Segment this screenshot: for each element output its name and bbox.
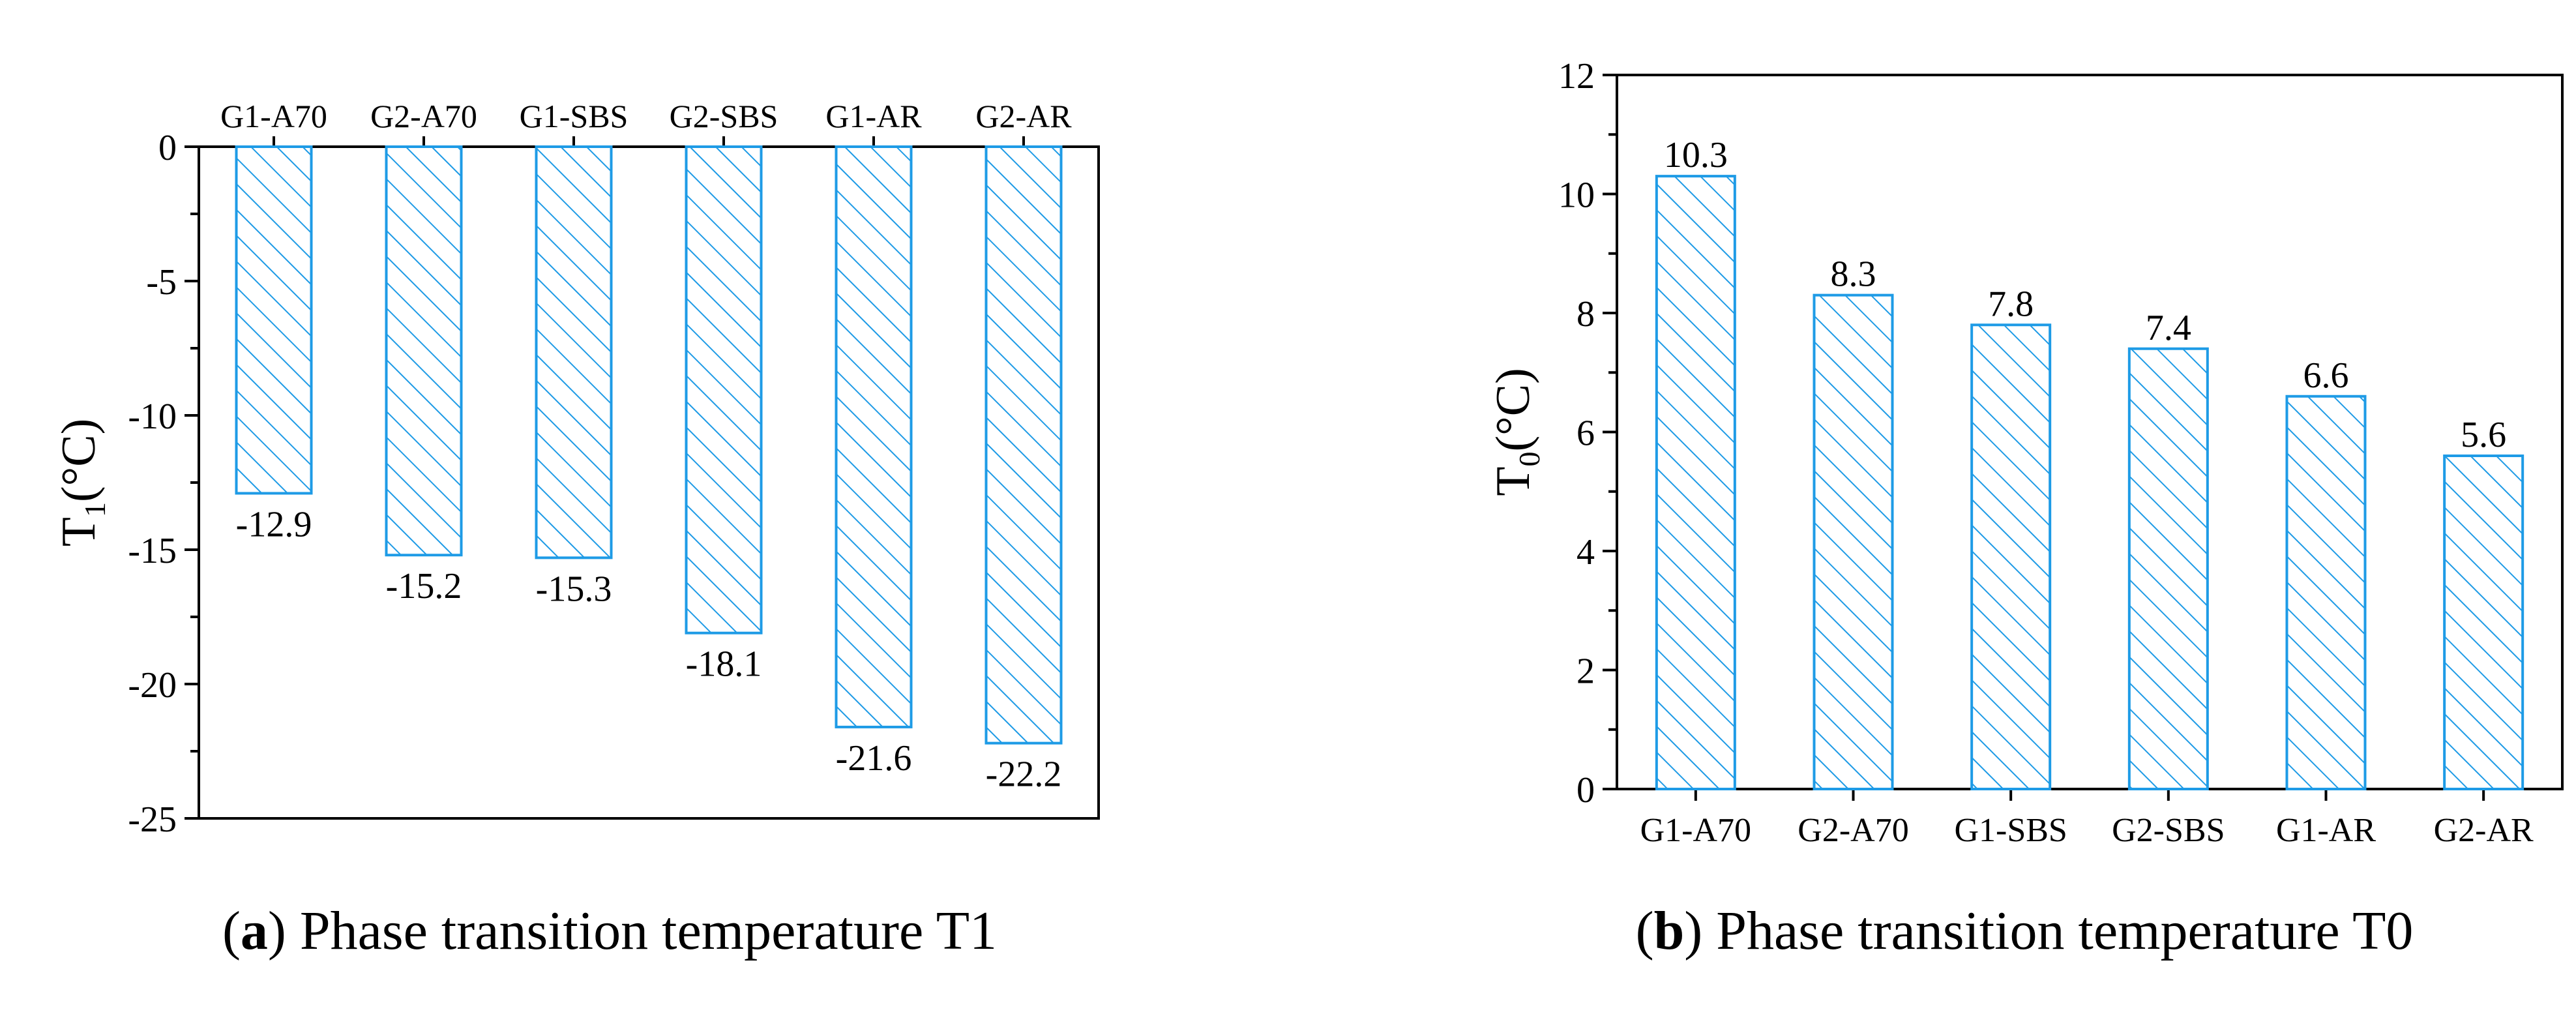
y-tick-label: 2 (1577, 651, 1595, 692)
x-tick-label: G2-A70 (370, 98, 477, 134)
data-label: -15.2 (386, 566, 462, 606)
bar (1655, 175, 1736, 790)
data-label: 5.6 (2461, 415, 2506, 455)
bar (2285, 395, 2367, 790)
captions: (a) Phase transition temperature T1 (b) P… (222, 901, 2413, 961)
x-tick-label: G2-A70 (1798, 812, 1908, 849)
bar (685, 145, 763, 634)
data-label: 10.3 (1664, 135, 1728, 175)
bar (835, 145, 913, 728)
y-tick-label: -15 (128, 531, 177, 571)
y-tick-label: -5 (146, 262, 177, 303)
y-tick-label: 12 (1558, 56, 1595, 97)
data-label: 7.4 (2146, 308, 2191, 348)
x-tick-label: G2-AR (2434, 812, 2534, 849)
bar (1813, 293, 1894, 790)
bar (535, 145, 613, 559)
data-label: -18.1 (686, 644, 762, 685)
data-label: -15.3 (536, 569, 612, 609)
bar (2443, 455, 2524, 790)
y-tick-label: 4 (1577, 532, 1595, 573)
data-label: 8.3 (1831, 254, 1876, 295)
bar (1970, 323, 2052, 790)
y-tick-label: 8 (1577, 294, 1595, 335)
bar (2127, 347, 2209, 790)
x-tick-label: G1-SBS (520, 98, 629, 134)
y-axis-label: T1(°C) (52, 419, 111, 546)
y-axis-label: T0(°C) (1487, 368, 1546, 496)
bar (235, 145, 313, 495)
chart-a: 0 -5 -10 -15 -20 -25 G1-A70 G2-A70 G1-SBS G2-SBS G… (52, 98, 1100, 840)
caption-a: (a) Phase transition temperature T1 (222, 901, 997, 961)
bar (985, 145, 1063, 745)
x-tick-label: G1-SBS (1954, 812, 2067, 849)
caption-b: (b) Phase transition temperature T0 (1636, 901, 2414, 961)
y-tick-label: -25 (128, 799, 177, 840)
data-label: 7.8 (1988, 284, 2034, 324)
y-tick-label: -20 (128, 665, 177, 706)
x-tick-label: G2-SBS (2112, 812, 2225, 849)
bar (385, 145, 463, 557)
chart-b: 0 2 4 6 8 10 12 G1-A70 G2-A70 G1-SBS G2-SBS G1-AR G2… (1487, 56, 2564, 849)
x-tick-label: G1-A70 (1640, 812, 1751, 849)
plot-frame (1616, 74, 2564, 790)
x-tick-label: G1-A70 (220, 98, 327, 134)
y-tick-label: 10 (1558, 175, 1595, 216)
y-tick-label: 0 (158, 128, 177, 168)
x-tick-label: G2-AR (975, 98, 1072, 134)
y-tick-label: -10 (128, 396, 177, 437)
x-tick-label: G2-SBS (670, 98, 778, 134)
plot-frame (198, 145, 1100, 820)
y-tick-label: 0 (1577, 770, 1595, 811)
x-tick-label: G1-AR (2276, 812, 2376, 849)
x-tick-label: G1-AR (825, 98, 922, 134)
y-tick-label: 6 (1577, 413, 1595, 454)
data-label: -12.9 (236, 504, 312, 544)
data-label: -21.6 (836, 738, 912, 779)
data-label: 6.6 (2303, 355, 2349, 396)
data-label: -22.2 (986, 754, 1062, 795)
